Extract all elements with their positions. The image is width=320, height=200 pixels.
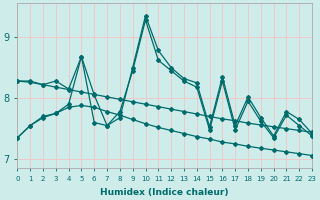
- X-axis label: Humidex (Indice chaleur): Humidex (Indice chaleur): [100, 188, 229, 197]
